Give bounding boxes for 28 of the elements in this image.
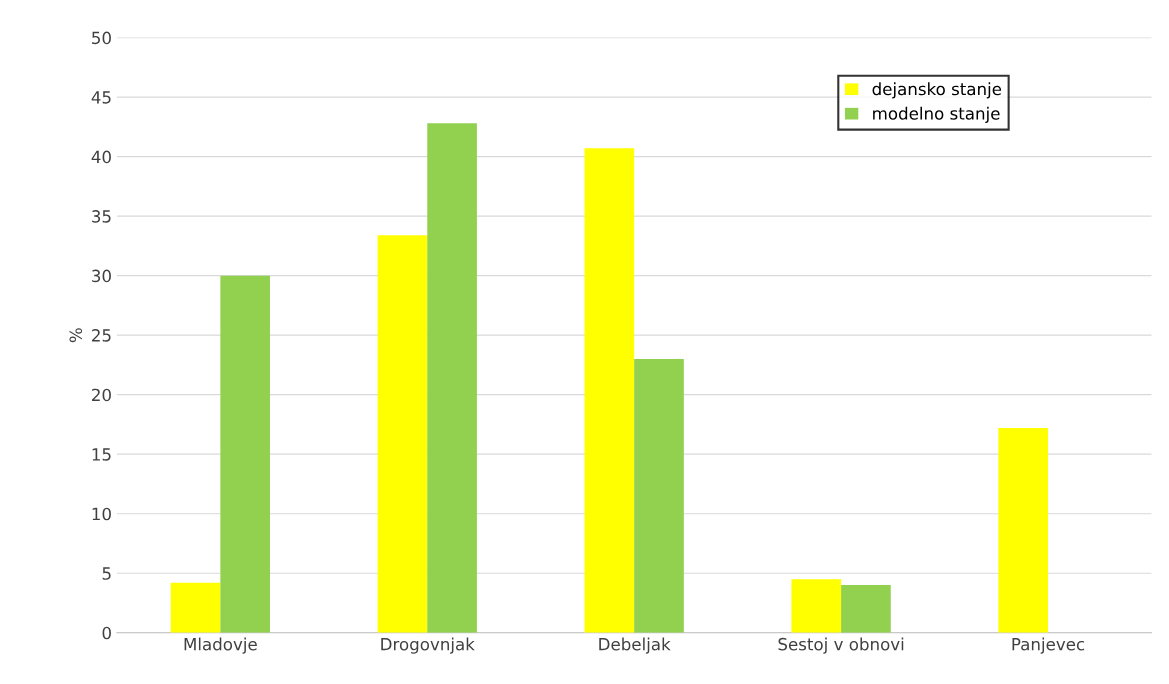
- x-tick-label: Mladovje: [184, 637, 257, 654]
- y-tick-label: 40: [91, 150, 111, 164]
- y-tick-label: 10: [92, 507, 111, 521]
- y-axis-title: %: [69, 328, 83, 343]
- bar: [584, 148, 635, 633]
- y-tick-label: 35: [92, 210, 111, 223]
- bar: [841, 585, 891, 633]
- x-tick-label: Debeljak: [599, 637, 671, 654]
- y-tick-label: 30: [92, 269, 111, 283]
- bar: [634, 358, 684, 633]
- y-tick-label: 50: [92, 31, 111, 45]
- y-tick-label: 0: [102, 626, 111, 640]
- y-tick-label: 25: [92, 329, 111, 342]
- x-tick-label: Panjevec: [1012, 637, 1085, 654]
- y-tick-label: 5: [102, 567, 111, 580]
- bar: [220, 275, 271, 633]
- legend-label: dejansko stanje: [872, 82, 1002, 99]
- x-tick-label: Sestoj v obnovi: [778, 637, 904, 654]
- bar: [998, 427, 1049, 633]
- y-tick-label: 45: [91, 91, 111, 104]
- bar: [377, 235, 428, 633]
- bar: [427, 123, 477, 633]
- x-tick-label: Drogovnjak: [381, 637, 475, 654]
- y-tick-label: 15: [92, 448, 111, 461]
- bar: [170, 582, 221, 633]
- y-tick-label: 20: [92, 388, 111, 402]
- bar: [791, 579, 842, 633]
- legend-label: modelno stanje: [873, 106, 1000, 123]
